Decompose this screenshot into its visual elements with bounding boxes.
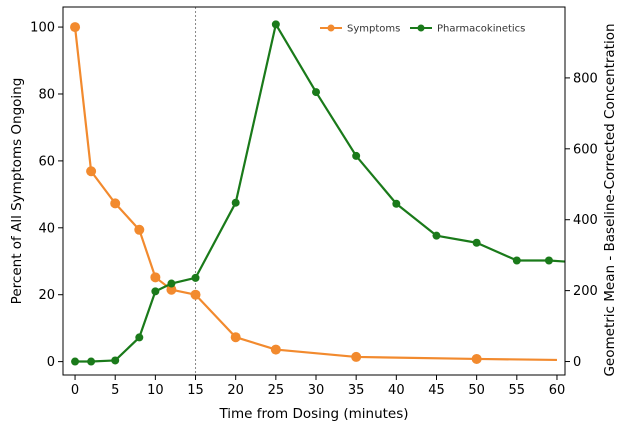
data-point-pharmacokinetics — [87, 357, 96, 366]
legend-marker-symptoms — [327, 24, 335, 32]
left-axis-title: Percent of All Symptoms Ongoing — [9, 78, 25, 305]
data-point-pharmacokinetics — [392, 199, 401, 208]
data-point-pharmacokinetics — [135, 333, 144, 342]
x-tick-label: 20 — [227, 383, 244, 398]
data-point-pharmacokinetics — [312, 88, 321, 97]
x-tick-label: 60 — [549, 383, 566, 398]
data-point-pharmacokinetics — [151, 287, 160, 296]
x-tick-label: 30 — [308, 383, 325, 398]
y-right-tick-label: 200 — [573, 284, 598, 299]
x-tick-label: 50 — [468, 383, 485, 398]
y-left-tick-label: 100 — [30, 21, 55, 36]
data-point-pharmacokinetics — [472, 238, 481, 247]
data-point-symptoms — [110, 198, 121, 209]
x-tick-label: 0 — [71, 383, 79, 398]
data-point-pharmacokinetics — [191, 273, 200, 282]
data-point-pharmacokinetics — [432, 231, 441, 240]
data-point-pharmacokinetics — [231, 198, 240, 207]
data-point-pharmacokinetics — [271, 20, 280, 29]
x-tick-label: 10 — [147, 383, 164, 398]
x-tick-label: 35 — [348, 383, 365, 398]
x-axis-title: Time from Dosing (minutes) — [218, 406, 408, 422]
data-point-symptoms — [190, 289, 201, 300]
data-point-symptoms — [150, 272, 161, 283]
legend-label-symptoms: Symptoms — [347, 24, 400, 35]
y-right-tick-label: 600 — [573, 142, 598, 157]
plot-background — [63, 7, 565, 375]
data-point-symptoms — [86, 166, 97, 177]
y-right-tick-label: 400 — [573, 213, 598, 228]
y-left-tick-label: 0 — [47, 355, 55, 370]
y-left-tick-label: 80 — [38, 87, 55, 102]
x-tick-label: 40 — [388, 383, 405, 398]
data-point-pharmacokinetics — [71, 357, 80, 366]
data-point-symptoms — [166, 284, 177, 295]
data-point-pharmacokinetics — [512, 256, 521, 265]
y-right-tick-label: 800 — [573, 71, 598, 86]
data-point-pharmacokinetics — [111, 356, 120, 365]
x-tick-label: 5 — [111, 383, 119, 398]
data-point-symptoms — [70, 22, 81, 33]
series-line-symptoms — [73, 26, 557, 362]
data-point-symptoms — [270, 344, 281, 355]
x-tick-label: 25 — [268, 383, 285, 398]
y-left-tick-label: 60 — [38, 154, 55, 169]
legend-marker-pharmacokinetics — [417, 24, 425, 32]
legend-label-pharmacokinetics: Pharmacokinetics — [437, 24, 525, 35]
data-point-symptoms — [230, 332, 241, 343]
x-tick-label: 55 — [509, 383, 526, 398]
y-left-tick-label: 40 — [38, 221, 55, 236]
plot-frame — [62, 6, 566, 376]
data-point-pharmacokinetics — [352, 151, 361, 160]
y-right-tick-label: 0 — [573, 355, 581, 370]
data-point-symptoms — [351, 351, 362, 362]
data-point-symptoms — [134, 224, 145, 235]
legend: Symptoms Pharmacokinetics — [320, 24, 525, 35]
data-point-pharmacokinetics — [167, 279, 176, 288]
data-point-pharmacokinetics — [544, 256, 553, 265]
y-left-tick-label: 20 — [38, 288, 55, 303]
x-tick-label: 45 — [428, 383, 445, 398]
right-axis-title: Geometric Mean - Baseline-Corrected Conc… — [602, 23, 618, 376]
data-point-symptoms — [471, 353, 482, 364]
x-tick-label: 15 — [187, 383, 204, 398]
